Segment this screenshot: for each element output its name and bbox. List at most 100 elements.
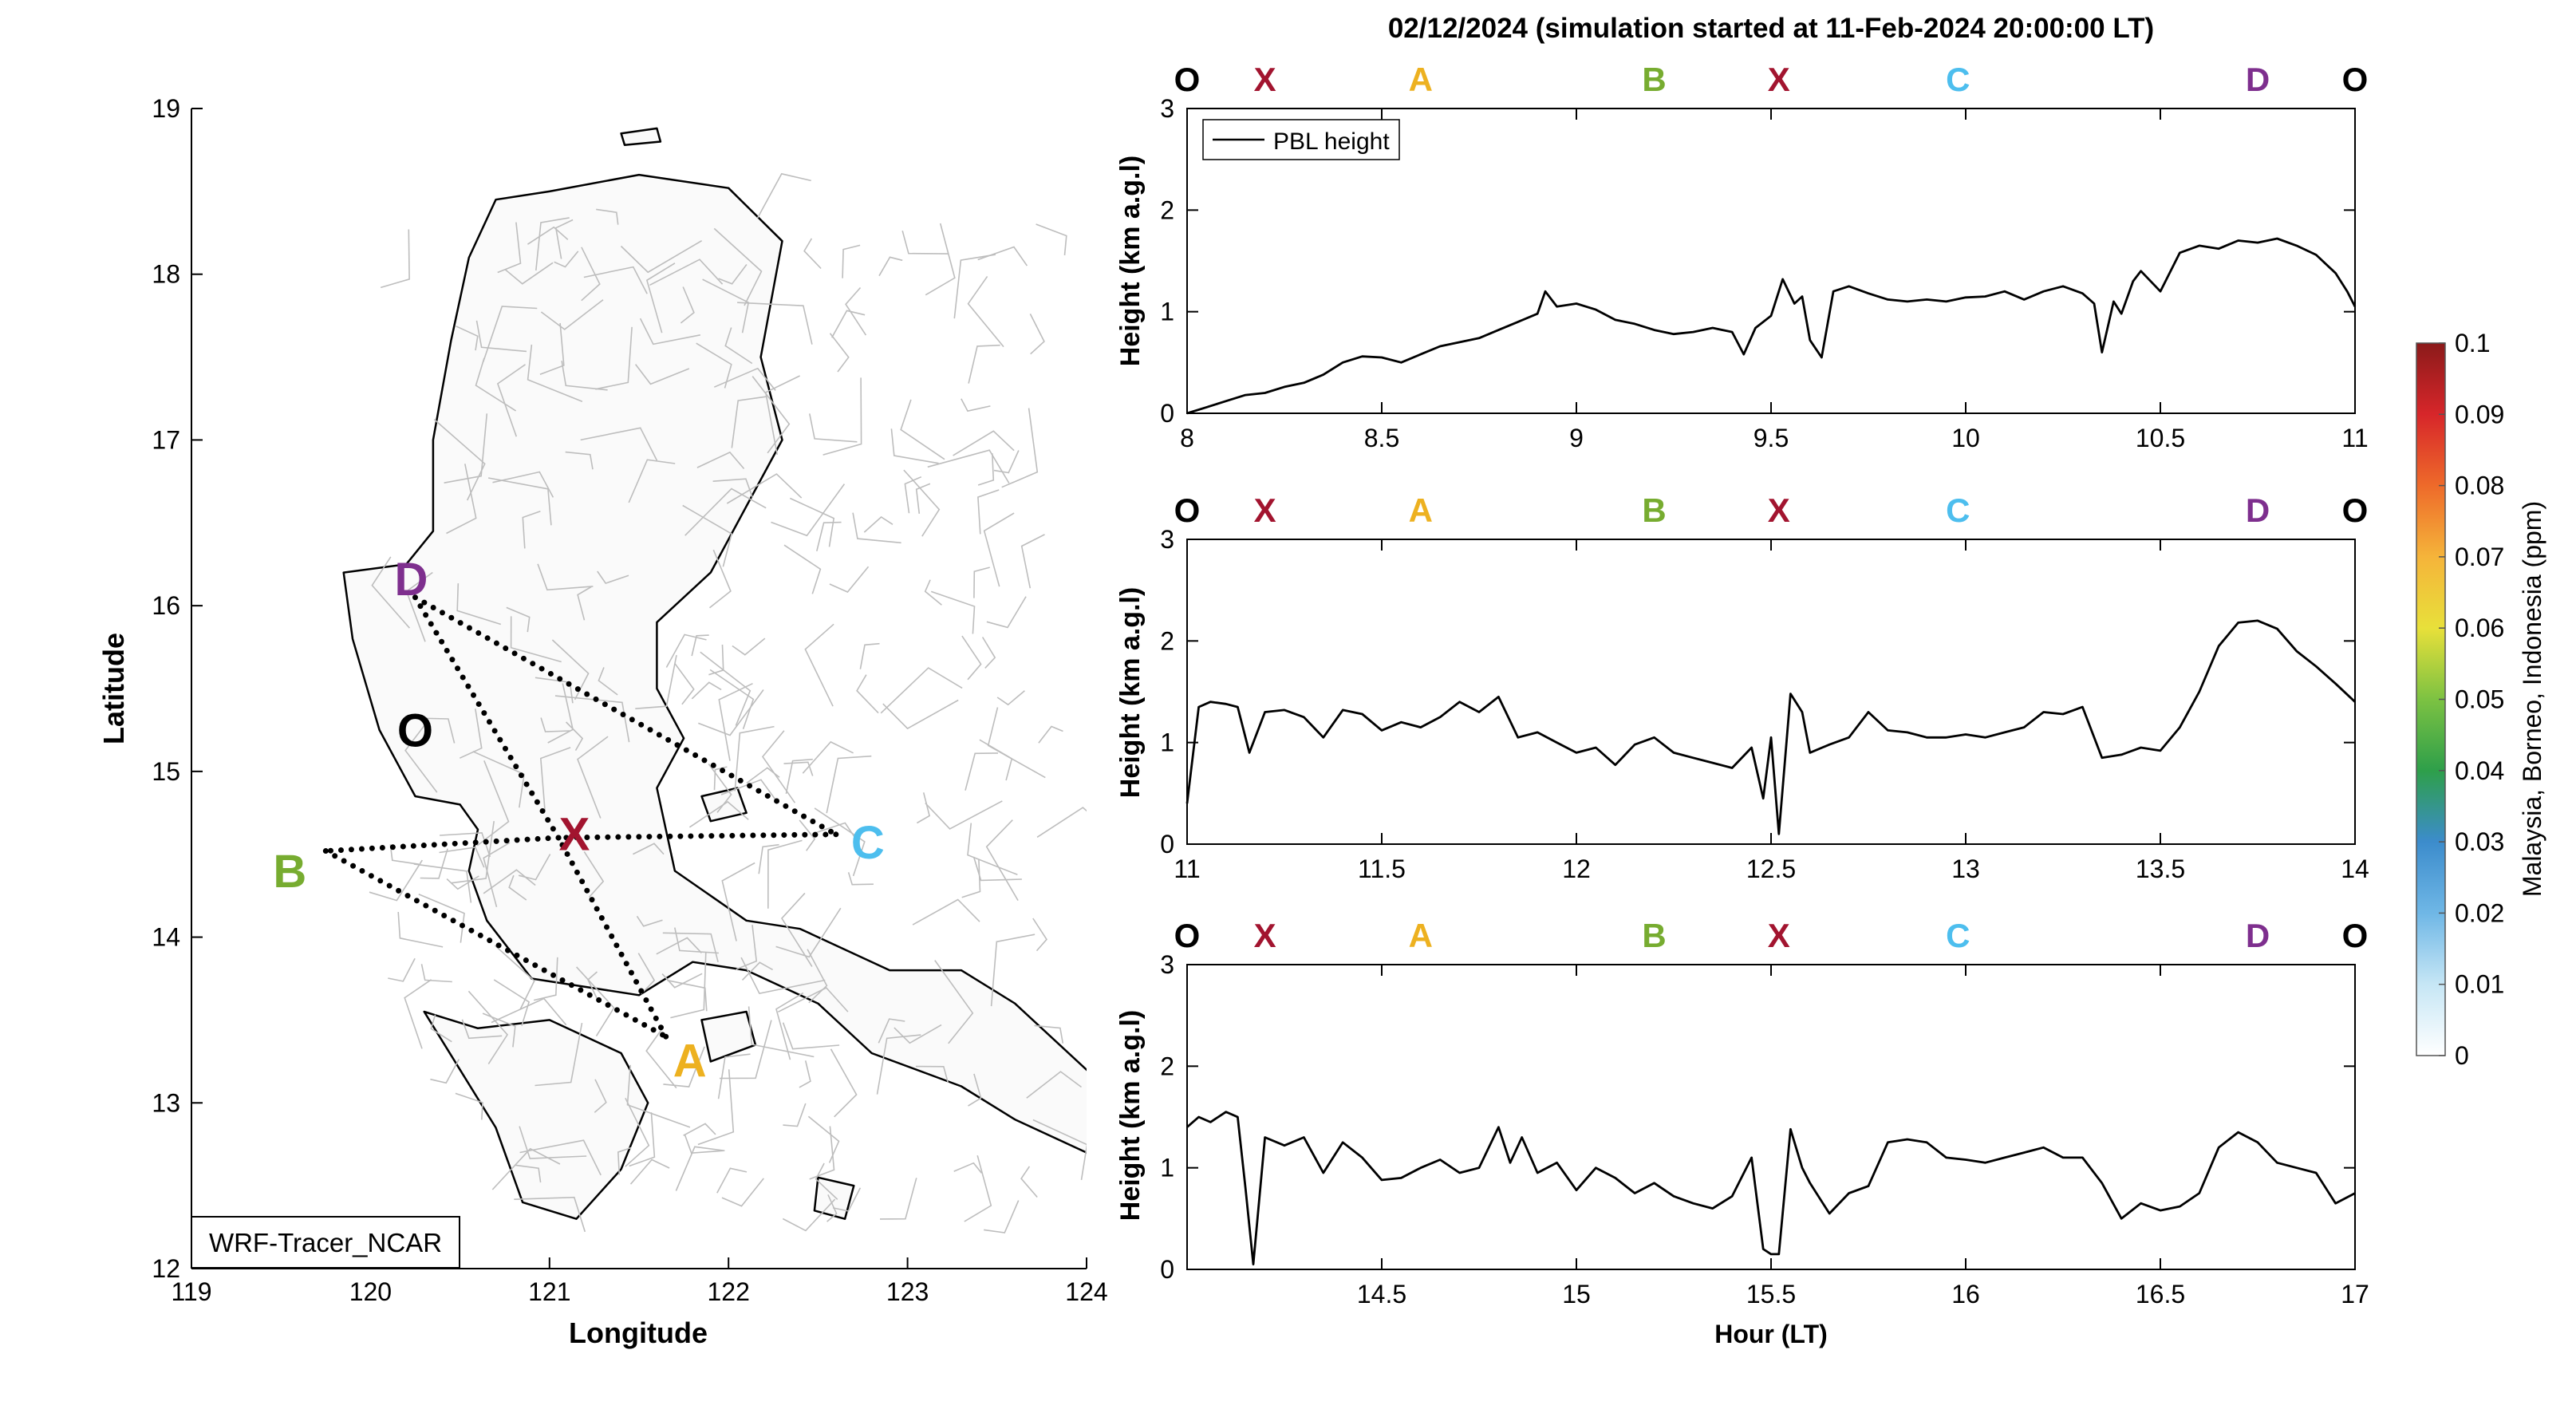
panel-1-x-tick-label: 10.5: [2136, 424, 2185, 452]
admin-boundary-line: [491, 997, 567, 1026]
admin-boundary-line: [696, 342, 732, 389]
map-x-tick-label: 122: [708, 1277, 750, 1306]
panel-1-y-tick-label: 3: [1160, 94, 1174, 123]
admin-boundary-line: [682, 504, 733, 567]
admin-boundary-line: [665, 634, 707, 668]
admin-boundary-line: [799, 819, 816, 851]
panel-1-x-tick-label: 9: [1569, 424, 1584, 452]
route-segment-X-B: [322, 835, 562, 855]
panel-3-site-label-D: D: [2246, 917, 2270, 954]
admin-boundary-line: [629, 1158, 670, 1185]
admin-boundary-line: [1036, 223, 1067, 255]
admin-boundary-line: [901, 230, 949, 255]
admin-boundary-line: [491, 1147, 561, 1190]
admin-boundary-line: [823, 377, 862, 456]
colorbar-label: Malaysia, Borneo, Indonesia (ppm): [2518, 501, 2546, 897]
admin-boundary-line: [515, 1164, 542, 1183]
admin-boundary-line: [674, 663, 695, 705]
panel-3-pbl-height-line: [1186, 1111, 2356, 1265]
admin-boundary-line: [662, 932, 719, 962]
source-label: WRF-Tracer_NCAR: [209, 1228, 442, 1257]
panel-1-pbl-height-line: [1186, 237, 2357, 415]
admin-boundary-line: [789, 497, 835, 547]
admin-boundary-line: [404, 979, 432, 1049]
panel-3-frame: [1186, 964, 2356, 1270]
admin-boundary-line: [482, 1012, 516, 1048]
admin-boundary-line: [826, 1194, 838, 1222]
panel-2-x-tick-label: 12: [1562, 855, 1591, 883]
admin-boundary-line: [718, 682, 753, 761]
admin-boundary-line: [965, 752, 999, 791]
admin-boundary-line: [985, 819, 1019, 902]
admin-boundary-line: [977, 453, 995, 486]
admin-boundary-line: [807, 1115, 840, 1163]
panel-3-y-tick-label: 2: [1160, 1052, 1174, 1080]
admin-boundary-line: [878, 256, 903, 277]
admin-boundary-line: [990, 933, 1036, 1007]
admin-boundary-line: [783, 544, 822, 594]
admin-boundary-line: [967, 823, 1018, 876]
panel-1-y-tick-label: 2: [1160, 195, 1174, 224]
map-point-label-X: X: [559, 808, 590, 860]
map-x-tick-label: 123: [886, 1277, 929, 1306]
panel-3-site-label-B: B: [1642, 917, 1666, 954]
admin-boundary-line: [761, 730, 796, 803]
admin-boundary-line: [712, 478, 754, 498]
map-point-label-C: C: [851, 817, 885, 869]
admin-boundary-line: [783, 761, 814, 776]
admin-boundary-line: [661, 973, 703, 989]
map-y-tick-label: 12: [152, 1254, 180, 1283]
admin-boundary-line: [924, 579, 942, 606]
pbl-panel-2-ylabel: Height (km a.g.l): [1115, 587, 1146, 798]
admin-boundary-line: [493, 979, 531, 1026]
panel-3-x-tick-label: 14.5: [1357, 1280, 1406, 1308]
admin-boundary-line: [554, 251, 579, 268]
panel-3-site-label-X: X: [1254, 917, 1276, 954]
panel-2-site-label-B: B: [1642, 491, 1666, 529]
map-x-tick-label: 121: [528, 1277, 570, 1306]
admin-boundary-line: [691, 681, 722, 700]
admin-boundary-line: [981, 637, 996, 669]
panel-2-y-tick-label: 0: [1160, 830, 1174, 858]
admin-boundary-line: [876, 1034, 921, 1095]
admin-boundary-line: [912, 898, 980, 926]
admin-boundary-line: [433, 418, 486, 501]
admin-boundary-line: [890, 428, 939, 464]
pbl-panel-1: 8 8.5 9 9.5 10 10.5 11 0 1 2 3 O X A B X C D O Height (km…: [1115, 61, 2369, 452]
admin-boundary-line: [771, 484, 846, 537]
admin-boundary-line: [440, 831, 491, 858]
panel-3-y-tick-label: 0: [1160, 1255, 1174, 1284]
admin-boundary-line: [777, 987, 849, 1013]
panel-2-x-tick-label: 12.5: [1746, 855, 1796, 883]
panel-1-x-tick-label: 8.5: [1364, 424, 1399, 452]
admin-boundary-line: [430, 1059, 460, 1084]
admin-boundary-line: [483, 869, 536, 894]
admin-boundary-line: [973, 566, 990, 598]
admin-boundary-line: [444, 413, 488, 484]
panel-3-site-label-C: C: [1946, 917, 1970, 954]
pbl-panel-3-ylabel: Height (km a.g.l): [1115, 1010, 1146, 1221]
admin-boundary-line: [968, 1073, 982, 1107]
admin-boundary-line: [456, 326, 479, 351]
admin-boundary-line: [852, 512, 901, 544]
pbl-panel-2-series: [1185, 619, 2356, 835]
babuyan-island: [620, 127, 662, 146]
admin-boundary-line: [583, 851, 605, 898]
admin-boundary-line: [494, 945, 535, 1010]
panel-1-y-tick-label: 0: [1160, 399, 1174, 428]
admin-boundary-line: [628, 459, 676, 503]
route-point-labels: D O X C B A: [273, 554, 884, 1087]
admin-boundary-line: [829, 566, 870, 593]
admin-boundary-line: [597, 570, 629, 585]
map-y-tick-label: 19: [152, 94, 180, 123]
panel-3-x-tick-label: 15.5: [1746, 1280, 1796, 1308]
admin-boundary-line: [380, 229, 410, 289]
panel-2-y-tick-label: 2: [1160, 626, 1174, 655]
figure-title: 02/12/2024 (simulation started at 11-Feb…: [1388, 13, 2154, 44]
admin-boundary-line: [1032, 1119, 1087, 1181]
map-y-tick-label: 16: [152, 591, 180, 620]
admin-boundary-line: [726, 473, 803, 504]
admin-boundary-line: [637, 953, 656, 995]
admin-boundary-line: [764, 375, 800, 456]
